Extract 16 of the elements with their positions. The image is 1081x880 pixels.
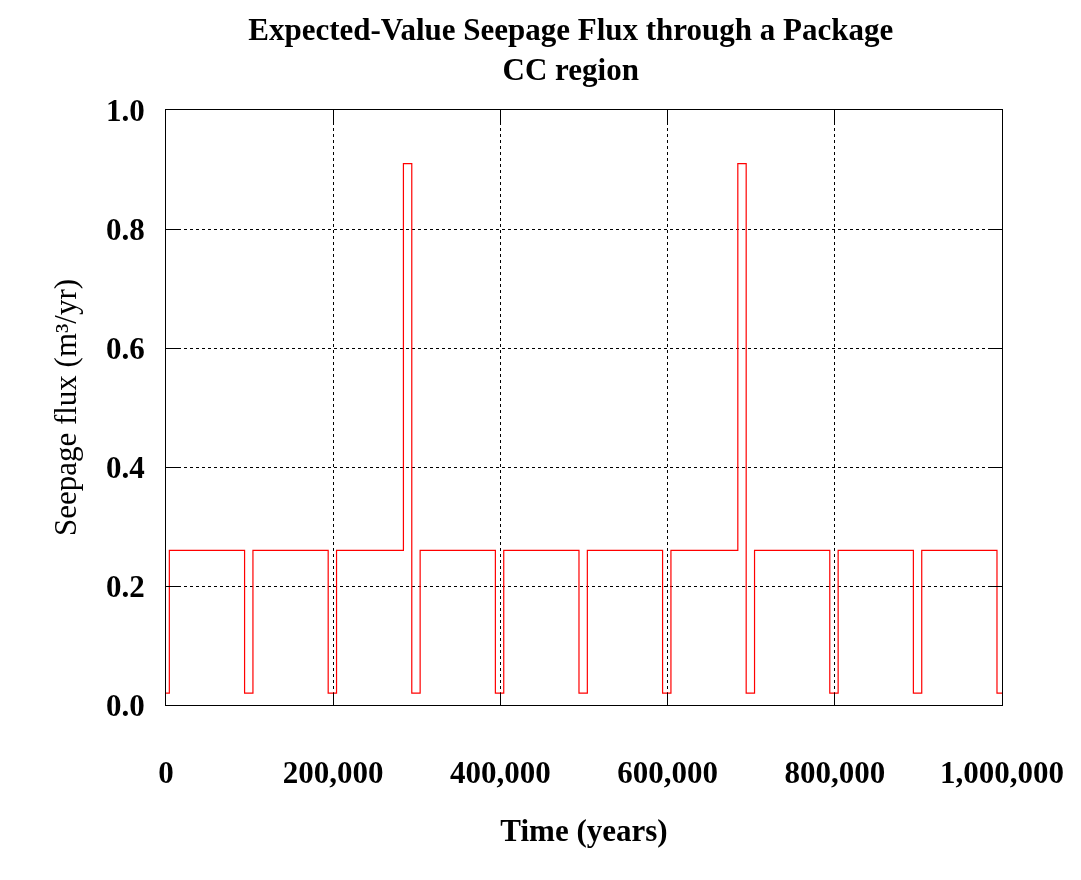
y-tick-label: 0.4 — [106, 449, 145, 485]
y-axis-title: Seepage flux (m³/yr) — [47, 278, 83, 537]
x-axis-title: Time (years) — [500, 813, 668, 849]
y-tick-label: 0.2 — [106, 568, 145, 604]
chart-title: Expected-Value Seepage Flux through a Package — [248, 11, 894, 47]
x-tick-label: 200,000 — [282, 755, 384, 791]
y-tick-label: 0.8 — [106, 211, 145, 247]
x-tick-label: 400,000 — [450, 755, 551, 791]
y-tick-label: 0.6 — [106, 330, 145, 366]
y-tick-label: 0.0 — [106, 687, 145, 723]
x-tick-label: 800,000 — [784, 755, 886, 791]
x-tick-label: 1,000,000 — [940, 755, 1064, 791]
x-tick-label: 0 — [158, 755, 174, 791]
y-tick-label: 1.0 — [106, 92, 145, 128]
x-tick-label: 600,000 — [617, 755, 718, 791]
chart-subtitle: CC region — [502, 51, 639, 87]
